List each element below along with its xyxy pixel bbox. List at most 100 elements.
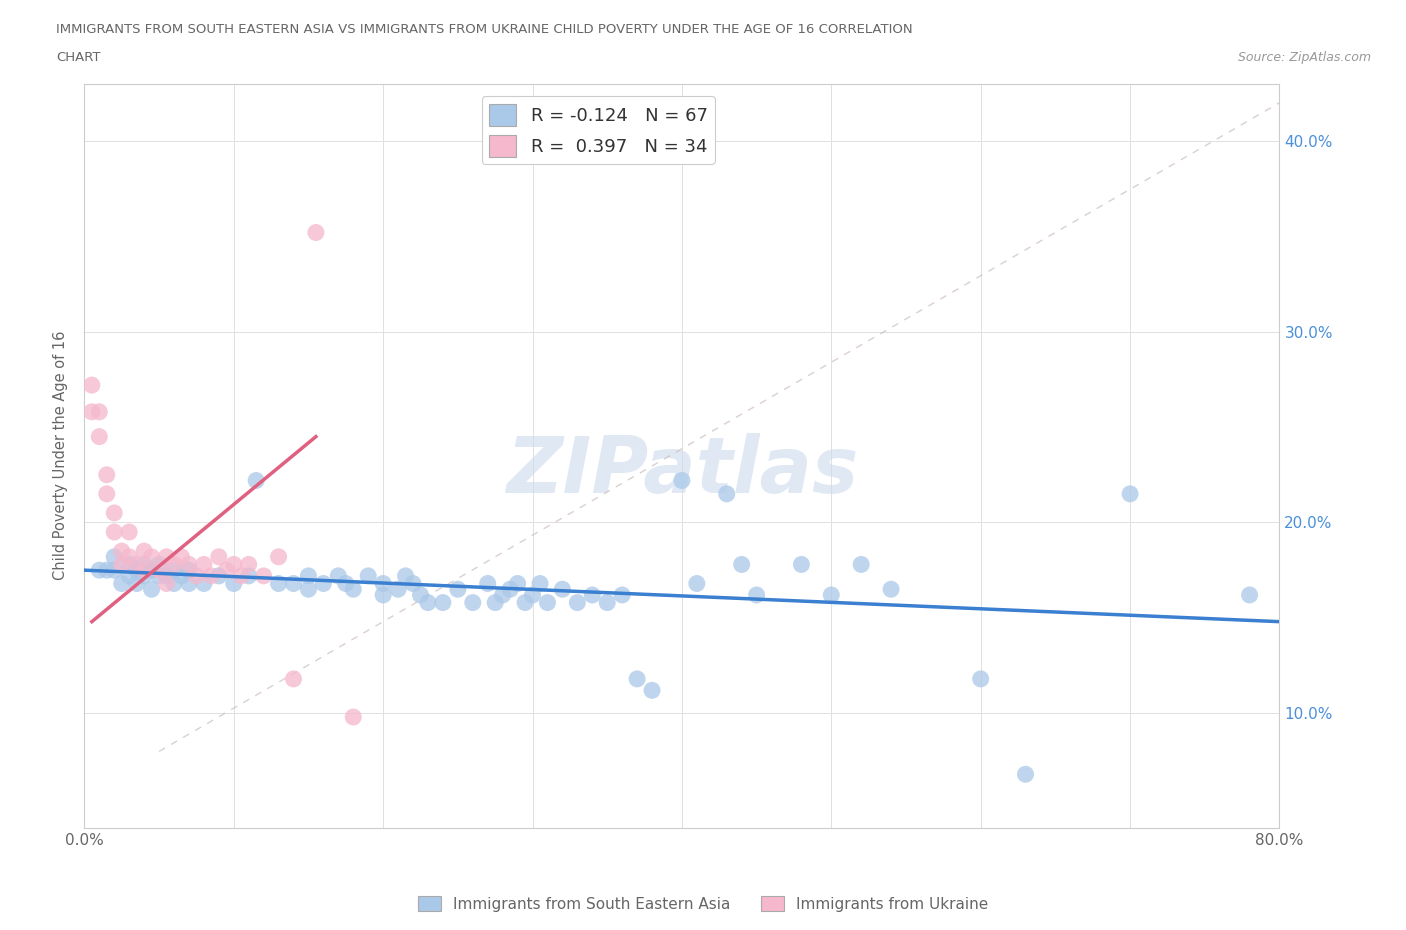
Point (1014, 767, 1036, 782)
Point (1119, 486, 1142, 501)
Point (536, 595, 558, 610)
Point (499, 582, 522, 597)
Point (238, 568, 260, 583)
Point (118, 568, 141, 583)
Point (132, 557, 156, 572)
Point (357, 568, 380, 583)
Point (89, 563, 111, 578)
Point (118, 557, 141, 572)
Point (513, 595, 536, 610)
Point (111, 576, 134, 591)
Point (492, 588, 515, 603)
Point (1239, 588, 1261, 603)
Point (551, 582, 574, 597)
Point (141, 550, 163, 565)
Point (880, 582, 903, 597)
Point (267, 550, 290, 565)
Point (671, 473, 693, 488)
Point (177, 563, 200, 578)
Point (222, 576, 245, 591)
Point (529, 576, 551, 591)
Point (163, 563, 186, 578)
Point (641, 683, 664, 698)
Point (208, 568, 231, 583)
Point (103, 525, 125, 539)
Point (447, 582, 470, 597)
Point (581, 588, 603, 603)
Point (80, 405, 103, 419)
Point (111, 544, 134, 559)
Point (394, 568, 416, 583)
Point (477, 576, 499, 591)
Point (215, 563, 238, 578)
Point (132, 568, 156, 583)
Point (849, 557, 872, 572)
Point (335, 576, 357, 591)
Point (177, 576, 200, 591)
Point (686, 576, 709, 591)
Point (208, 550, 231, 565)
Point (402, 576, 425, 591)
Point (96, 486, 118, 501)
Point (745, 588, 768, 603)
Point (297, 568, 319, 583)
Point (371, 576, 394, 591)
Point (96, 468, 118, 483)
Point (170, 568, 193, 583)
Point (522, 588, 544, 603)
Point (328, 568, 350, 583)
Point (125, 576, 148, 591)
Point (200, 568, 222, 583)
Point (118, 525, 141, 539)
Point (283, 576, 305, 591)
Point (432, 595, 454, 610)
Point (506, 576, 529, 591)
Point (371, 588, 394, 603)
Point (267, 576, 290, 591)
Legend: Immigrants from South Eastern Asia, Immigrants from Ukraine: Immigrants from South Eastern Asia, Immi… (412, 889, 994, 918)
Text: ZIPatlas: ZIPatlas (506, 432, 858, 509)
Y-axis label: Child Poverty Under the Age of 16: Child Poverty Under the Age of 16 (53, 331, 69, 580)
Point (342, 582, 364, 597)
Point (89, 429, 111, 444)
Point (790, 557, 813, 572)
Point (820, 588, 842, 603)
Point (416, 595, 439, 610)
Point (118, 550, 141, 565)
Text: CHART: CHART (56, 51, 101, 64)
Point (387, 582, 409, 597)
Point (111, 557, 134, 572)
Point (238, 557, 260, 572)
Point (312, 576, 335, 591)
Point (177, 557, 200, 572)
Point (222, 557, 245, 572)
Point (297, 582, 319, 597)
Point (342, 710, 364, 724)
Point (461, 595, 484, 610)
Point (596, 595, 619, 610)
Point (132, 544, 156, 559)
Point (148, 563, 170, 578)
Point (245, 473, 267, 488)
Point (141, 582, 163, 597)
Point (716, 486, 738, 501)
Point (103, 506, 125, 521)
Point (155, 576, 177, 591)
Point (305, 225, 328, 240)
Point (626, 671, 648, 686)
Point (80, 378, 103, 392)
Point (148, 557, 170, 572)
Point (155, 550, 177, 565)
Point (567, 595, 589, 610)
Point (610, 588, 633, 603)
Point (193, 557, 215, 572)
Point (231, 568, 253, 583)
Text: Source: ZipAtlas.com: Source: ZipAtlas.com (1237, 51, 1371, 64)
Point (125, 563, 148, 578)
Text: IMMIGRANTS FROM SOUTH EASTERN ASIA VS IMMIGRANTS FROM UKRAINE CHILD POVERTY UNDE: IMMIGRANTS FROM SOUTH EASTERN ASIA VS IM… (56, 23, 912, 36)
Point (731, 557, 754, 572)
Point (186, 568, 208, 583)
Point (484, 595, 506, 610)
Point (125, 557, 148, 572)
Point (89, 405, 111, 419)
